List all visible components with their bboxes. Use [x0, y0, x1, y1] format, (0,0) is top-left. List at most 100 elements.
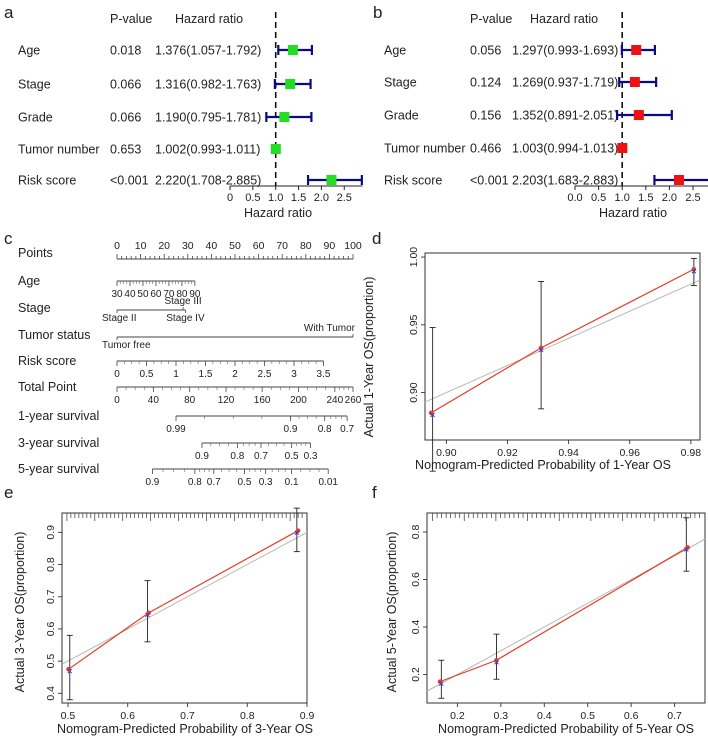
- nomogram-row-label: Age: [18, 274, 40, 288]
- forest-a-hr-box: [285, 79, 296, 89]
- nomogram-tick-label: 80: [184, 395, 196, 406]
- calib-d-x-tick-label: 0.96: [620, 447, 641, 459]
- calibration-plot-e: e 0.5 0.6 0.7 0.8 0.9 0.4 0.5 0.6 0.7 0.8 0.9 Nomo…: [4, 483, 314, 736]
- forest-b-x-tick-label: 2.0: [662, 192, 677, 204]
- calib-e-frame: [61, 512, 308, 704]
- hazard-ratio-header-b: Hazard ratio: [530, 12, 598, 26]
- nomogram-tick-label: 0.7: [340, 424, 354, 435]
- x-axis-label-b: Hazard ratio: [599, 206, 667, 220]
- forest-a-row-hr-text: 2.220(1.708-2.885): [155, 174, 261, 188]
- nomogram-points-tick-label: 20: [158, 240, 170, 252]
- forest-b-row-name: Age: [384, 44, 406, 58]
- nomogram-tick-label: 0.5: [237, 477, 251, 488]
- forest-a-row-pvalue: <0.001: [110, 174, 149, 188]
- calib-f-calibration-line: [439, 546, 688, 683]
- calib-e-calibration-point: [146, 610, 151, 616]
- panel-label-a: a: [4, 3, 14, 22]
- nomogram-tick-label: 60: [150, 289, 162, 300]
- calib-f-y-tick-label: 0.8: [410, 525, 422, 540]
- panel-label-b: b: [373, 3, 382, 22]
- nomogram-row-label: Points: [18, 246, 53, 260]
- nomogram-tick-label: 160: [254, 395, 271, 406]
- forest-b-row-pvalue: 0.056: [470, 44, 501, 58]
- nomogram-tick-label: 80: [176, 289, 188, 300]
- nomogram-row-label: 5-year survival: [18, 462, 99, 476]
- nomogram-points-tick-label: 40: [206, 240, 218, 252]
- pvalue-header-b: P-value: [470, 12, 512, 26]
- calib-d-x-tick-label: 0.94: [558, 447, 579, 459]
- nomogram-tick-label: 0.8: [318, 424, 332, 435]
- nomogram-points-tick-label: 80: [300, 240, 312, 252]
- calibration-plot-d: d 0.90 0.92 0.94 0.96 0.98 0.90 0.95 1.00 Nomog…: [362, 229, 701, 472]
- x-axis-label-d: Nomogram-Predicted Probability of 1-Year…: [415, 458, 671, 472]
- forest-a-x-tick-label: 0.5: [245, 192, 260, 204]
- calib-e-y-tick-label: 0.9: [45, 525, 57, 540]
- forest-b-x-tick-label: 1.5: [638, 192, 653, 204]
- nomogram-level-label: Stage IV: [166, 313, 205, 324]
- calib-f-x-tick-label: 0.5: [580, 710, 595, 722]
- calib-e-x-tick-label: 0.8: [240, 710, 255, 722]
- panel-label-c: c: [4, 229, 13, 248]
- nomogram-level-label: Stage II: [102, 313, 136, 324]
- calib-d-x-tick-label: 0.92: [497, 447, 518, 459]
- panel-label-d: d: [372, 229, 381, 248]
- calib-e-observed-cross: [67, 668, 73, 674]
- calib-d-observed-cross: [691, 268, 697, 274]
- forest-a-row-name: Grade: [18, 111, 53, 125]
- x-axis-label-e: Nomogram-Predicted Probability of 3-Year…: [57, 722, 313, 736]
- forest-b-x-tick-label: 0.5: [591, 192, 606, 204]
- forest-a-row-hr-text: 1.002(0.993-1.011): [155, 143, 260, 157]
- forest-a-row-name: Risk score: [18, 174, 76, 188]
- calib-e-y-tick-label: 0.5: [45, 654, 57, 669]
- y-axis-label-e: Actual 3-Year OS(proportion): [13, 532, 27, 693]
- calib-e-observed-cross: [294, 530, 300, 536]
- calib-d-ideal-line: [424, 279, 701, 403]
- calib-e-x-tick-label: 0.7: [180, 710, 195, 722]
- forest-a-x-tick-label: 2.0: [314, 192, 329, 204]
- forest-b-x-tick-label: 2.5: [685, 192, 700, 204]
- calib-f-frame: [426, 512, 706, 704]
- nomogram-tick-label: 0.1: [285, 477, 299, 488]
- nomogram-tick-label: 1: [173, 369, 179, 380]
- nomogram-tick-label: 30: [111, 289, 123, 300]
- calib-d-y-tick-label: 0.95: [408, 314, 420, 335]
- forest-b-hr-box: [673, 175, 684, 185]
- calib-e-x-tick-label: 0.5: [61, 710, 76, 722]
- nomogram-points-tick-label: 10: [135, 240, 147, 252]
- forest-a-row-hr-text: 1.316(0.982-1.763): [155, 78, 261, 92]
- forest-b-row-name: Risk score: [384, 174, 442, 188]
- nomogram-tick-label: 0.3: [259, 477, 273, 488]
- forest-b-row-hr-text: 1.269(0.937-1.719): [512, 76, 618, 90]
- forest-a-row-pvalue: 0.653: [110, 143, 141, 157]
- nomogram-tick-label: 0.3: [304, 451, 318, 462]
- nomogram-row-label: 3-year survival: [18, 436, 99, 450]
- nomogram-tick-label: 0.8: [188, 477, 202, 488]
- forest-b-row-pvalue: <0.001: [470, 174, 509, 188]
- forest-a-row-pvalue: 0.066: [110, 111, 141, 125]
- calib-d-observed-cross: [430, 412, 435, 418]
- nomogram-level-label: Tumor free: [102, 340, 151, 351]
- forest-b-row-pvalue: 0.466: [470, 142, 501, 156]
- calib-d-frame: [424, 252, 701, 441]
- nomogram-tick-label: 3.5: [317, 369, 331, 380]
- nomogram-points-tick-label: 0: [114, 240, 120, 252]
- forest-a-x-tick-label: 1.0: [268, 192, 283, 204]
- calib-f-x-tick-label: 0.6: [624, 710, 639, 722]
- forest-a-row-hr-text: 1.190(0.795-1.781): [155, 111, 261, 125]
- nomogram-tick-label: 0.9: [195, 451, 209, 462]
- nomogram-tick-label: 2.5: [258, 369, 272, 380]
- calib-e-y-tick-label: 0.6: [45, 621, 57, 636]
- nomogram-tick-label: 0.5: [285, 451, 299, 462]
- y-axis-label-d: Actual 1-Year OS(proportion): [362, 277, 376, 438]
- forest-a-row-hr-text: 1.376(1.057-1.792): [155, 44, 261, 58]
- nomogram-points-tick-label: 100: [344, 240, 362, 252]
- forest-a-x-tick-label: 1.5: [291, 192, 306, 204]
- nomogram-tick-label: 70: [163, 289, 175, 300]
- calib-e-x-tick-label: 0.9: [300, 710, 315, 722]
- nomogram-row-label: Stage: [18, 301, 51, 315]
- forest-a-row-name: Stage: [18, 78, 51, 92]
- calib-d-y-tick-label: 0.90: [408, 382, 420, 403]
- forest-b-row-name: Tumor number: [384, 142, 466, 156]
- forest-plot-a: a P-value Hazard ratio Age 0.018 1.376(1.0…: [4, 3, 363, 220]
- calib-f-observed-cross: [683, 547, 689, 552]
